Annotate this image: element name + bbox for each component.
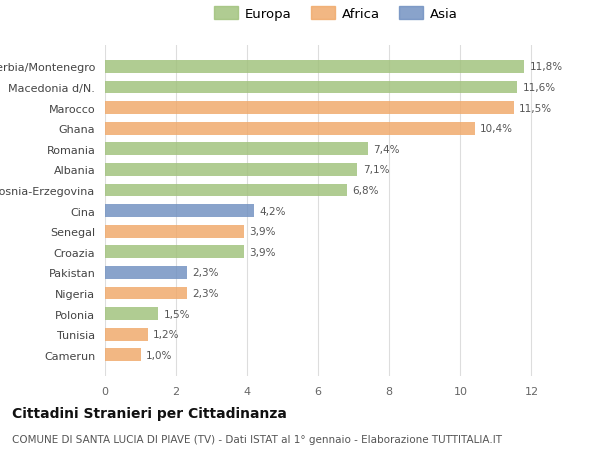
Bar (105, 328, 148, 341)
Bar (105, 349, 140, 361)
Text: 4,2%: 4,2% (260, 206, 286, 216)
Bar (105, 102, 514, 115)
Text: 1,0%: 1,0% (146, 350, 172, 360)
Legend: Europa, Africa, Asia: Europa, Africa, Asia (209, 1, 463, 26)
Text: 2,3%: 2,3% (192, 288, 218, 298)
Bar (105, 308, 158, 320)
Text: 11,8%: 11,8% (530, 62, 563, 72)
Bar (105, 246, 244, 258)
Text: 1,2%: 1,2% (153, 330, 179, 339)
Text: COMUNE DI SANTA LUCIA DI PIAVE (TV) - Dati ISTAT al 1° gennaio - Elaborazione TU: COMUNE DI SANTA LUCIA DI PIAVE (TV) - Da… (12, 434, 502, 444)
Bar (105, 123, 475, 135)
Text: 10,4%: 10,4% (480, 124, 513, 134)
Text: 7,1%: 7,1% (362, 165, 389, 175)
Text: 3,9%: 3,9% (249, 227, 275, 237)
Text: 1,5%: 1,5% (164, 309, 190, 319)
Text: 6,8%: 6,8% (352, 185, 379, 196)
Text: 7,4%: 7,4% (373, 145, 400, 155)
Bar (105, 143, 368, 156)
Bar (105, 184, 347, 197)
Bar (105, 266, 187, 279)
Bar (105, 287, 187, 300)
Bar (105, 61, 524, 73)
Text: 11,6%: 11,6% (523, 83, 556, 93)
Bar (105, 81, 517, 94)
Bar (105, 225, 244, 238)
Bar (105, 164, 358, 176)
Text: 2,3%: 2,3% (192, 268, 218, 278)
Text: 3,9%: 3,9% (249, 247, 275, 257)
Text: 11,5%: 11,5% (519, 103, 552, 113)
Bar (105, 205, 254, 218)
Text: Cittadini Stranieri per Cittadinanza: Cittadini Stranieri per Cittadinanza (12, 406, 287, 420)
